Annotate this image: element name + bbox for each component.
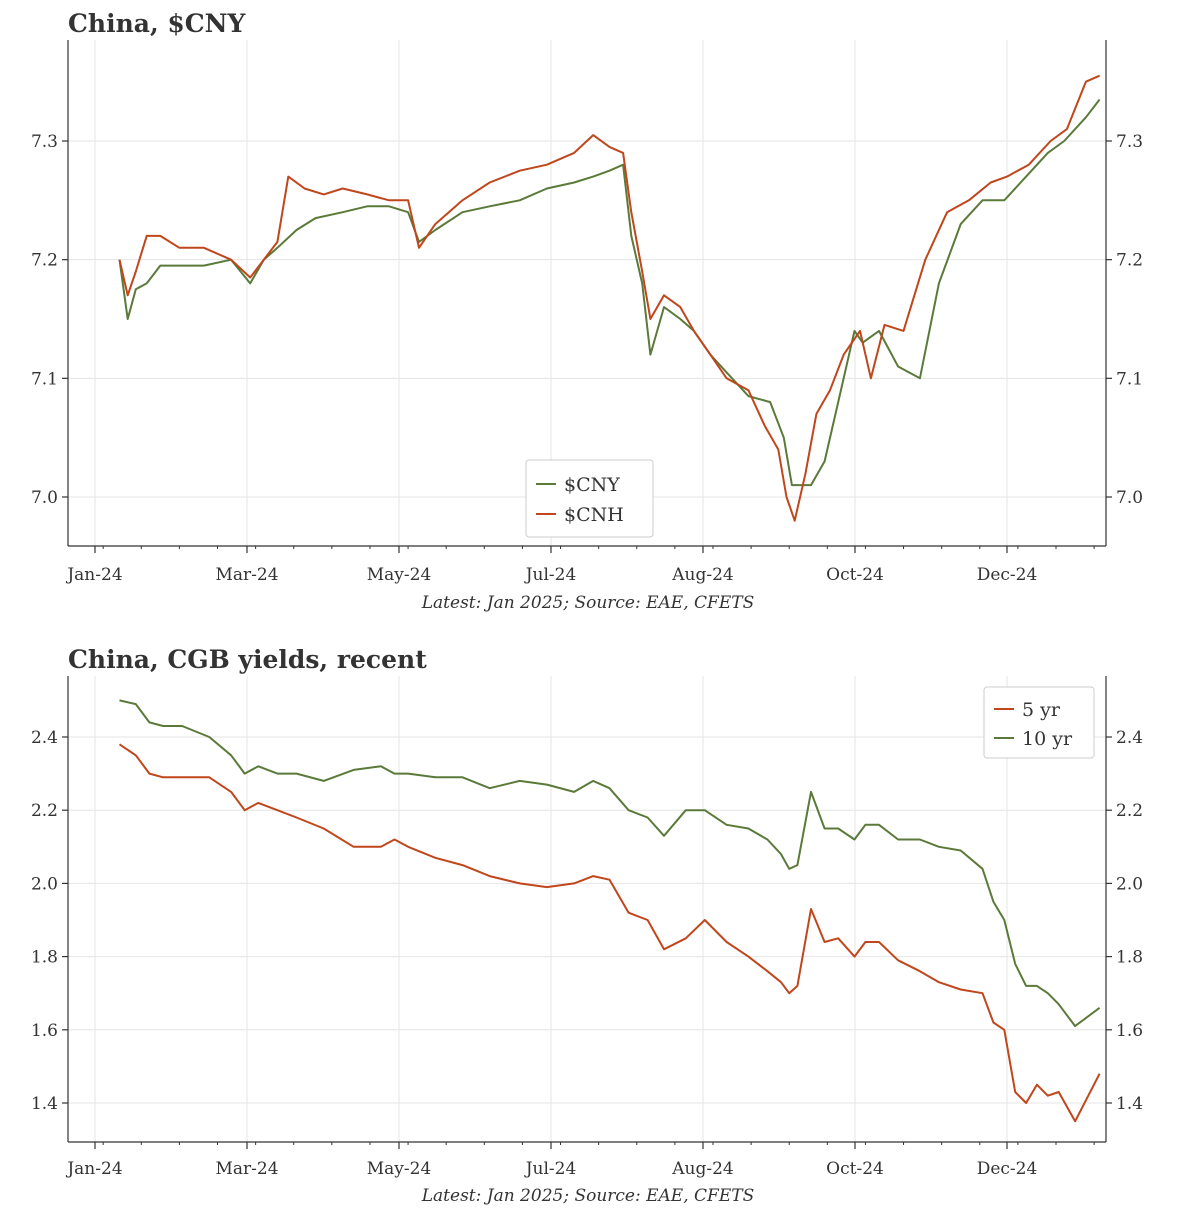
x-tick-label: Mar-24 xyxy=(215,1159,278,1179)
y-tick-label-left: 1.4 xyxy=(31,1094,58,1114)
y-tick-label-right: 7.0 xyxy=(1116,488,1143,508)
y-tick-label-right: 2.2 xyxy=(1116,801,1143,821)
series-line--cny xyxy=(118,98,1101,487)
x-tick-label: Oct-24 xyxy=(826,565,884,585)
y-tick-label-right: 1.4 xyxy=(1116,1094,1143,1114)
x-tick-label: Jul-24 xyxy=(524,565,577,585)
y-tick-label-right: 2.4 xyxy=(1116,728,1143,748)
chart-source-note: Latest: Jan 2025; Source: EAE, CFETS xyxy=(421,1186,754,1206)
y-tick-label-left: 2.2 xyxy=(31,801,58,821)
x-tick-label: Dec-24 xyxy=(977,565,1038,585)
x-tick-label: Aug-24 xyxy=(671,1159,733,1179)
legend: 5 yr 10 yr xyxy=(983,686,1095,759)
legend: $CNY $CNH xyxy=(525,459,654,538)
legend-box xyxy=(983,686,1095,759)
y-tick-label-left: 1.6 xyxy=(31,1021,58,1041)
x-tick-label: Oct-24 xyxy=(826,1159,884,1179)
y-tick-label-right: 7.3 xyxy=(1116,132,1143,152)
x-tick-label: Jan-24 xyxy=(65,1159,122,1179)
y-tick-label-left: 7.1 xyxy=(31,369,58,389)
y-tick-label-right: 1.8 xyxy=(1116,948,1143,968)
chart-cgb-yields: China, CGB yields, recent Latest: Jan 20… xyxy=(31,645,1143,1206)
legend-label: $CNH xyxy=(564,504,624,526)
chart-title: China, CGB yields, recent xyxy=(68,645,427,674)
y-tick-label-right: 1.6 xyxy=(1116,1021,1143,1041)
legend-label: 5 yr xyxy=(1022,699,1061,721)
y-tick-label-right: 7.2 xyxy=(1116,251,1143,271)
x-tick-label: Dec-24 xyxy=(977,1159,1038,1179)
x-tick-label: Aug-24 xyxy=(671,565,733,585)
series-line--cnh xyxy=(118,74,1101,522)
x-tick-label: Jul-24 xyxy=(524,1159,577,1179)
y-tick-label-left: 2.4 xyxy=(31,728,58,748)
x-tick-label: May-24 xyxy=(367,1159,432,1179)
legend-label: $CNY xyxy=(564,474,620,496)
grid xyxy=(68,676,1106,1142)
legend-label: 10 yr xyxy=(1022,728,1073,750)
y-tick-label-left: 7.0 xyxy=(31,488,58,508)
y-tick-label-left: 7.2 xyxy=(31,251,58,271)
series-line-5-yr xyxy=(118,743,1101,1123)
chart-source-note: Latest: Jan 2025; Source: EAE, CFETS xyxy=(421,593,754,613)
chart-cny: China, $CNY Latest: Jan 2025; Source: EA… xyxy=(31,9,1143,613)
y-tick-label-left: 1.8 xyxy=(31,948,58,968)
chart-title: China, $CNY xyxy=(68,9,246,38)
y-tick-label-left: 2.0 xyxy=(31,874,58,894)
y-tick-label-right: 7.1 xyxy=(1116,369,1143,389)
series-line-10-yr xyxy=(119,699,1101,1028)
x-tick-label: May-24 xyxy=(367,565,432,585)
y-tick-label-right: 2.0 xyxy=(1116,874,1143,894)
y-tick-label-left: 7.3 xyxy=(31,132,58,152)
legend-box xyxy=(525,459,654,538)
x-tick-label: Mar-24 xyxy=(215,565,278,585)
grid xyxy=(68,40,1106,546)
x-tick-label: Jan-24 xyxy=(65,565,122,585)
